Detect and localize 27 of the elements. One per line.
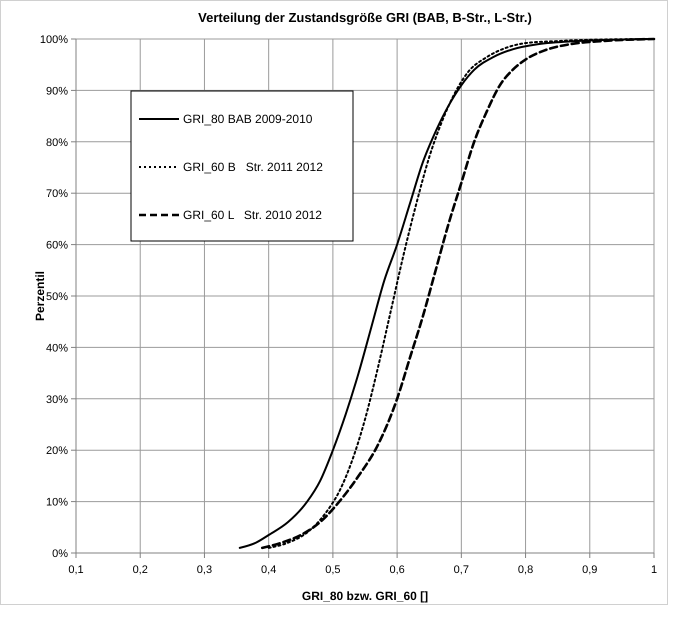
y-tick-label: 50% — [46, 291, 68, 303]
x-tick-label: 0,5 — [325, 564, 341, 576]
y-tick-label: 40% — [46, 342, 68, 354]
x-tick-label: 0,6 — [389, 564, 405, 576]
x-tick-label: 0,4 — [261, 564, 276, 576]
x-tick-label: 1 — [650, 564, 658, 576]
x-tick-label: 0,1 — [68, 564, 84, 576]
y-tick-label: 20% — [46, 445, 68, 458]
y-tick-label: 80% — [46, 136, 68, 149]
y-tick-label: 10% — [46, 496, 68, 509]
chart-title: Verteilung der Zustandsgröße GRI (BAB, B-Str., L-Str.) — [198, 10, 532, 25]
y-tick-label: 70% — [46, 188, 68, 200]
y-axis-title: Perzentil — [33, 270, 47, 322]
x-tick-label: 0,2 — [132, 564, 148, 576]
x-tick-label: 0,3 — [196, 564, 212, 576]
legend-label: GRI_80 BAB 2009-2010 — [183, 112, 313, 126]
x-tick-label: 0,9 — [582, 564, 598, 576]
y-tick-label: 60% — [46, 240, 68, 252]
y-tick-label: 0% — [52, 548, 68, 560]
x-tick-label: 0,7 — [454, 564, 469, 576]
legend-label: GRI_60 L Str. 2010 2012 — [183, 208, 322, 222]
legend-label: GRI_60 B Str. 2011 2012 — [183, 160, 324, 174]
y-tick-label: 30% — [46, 394, 68, 406]
x-tick-label: 0,8 — [518, 564, 534, 576]
y-tick-label: 100% — [40, 34, 68, 46]
x-axis-title: GRI_80 bzw. GRI_60 [] — [302, 589, 428, 603]
y-tick-label: 90% — [46, 85, 68, 98]
